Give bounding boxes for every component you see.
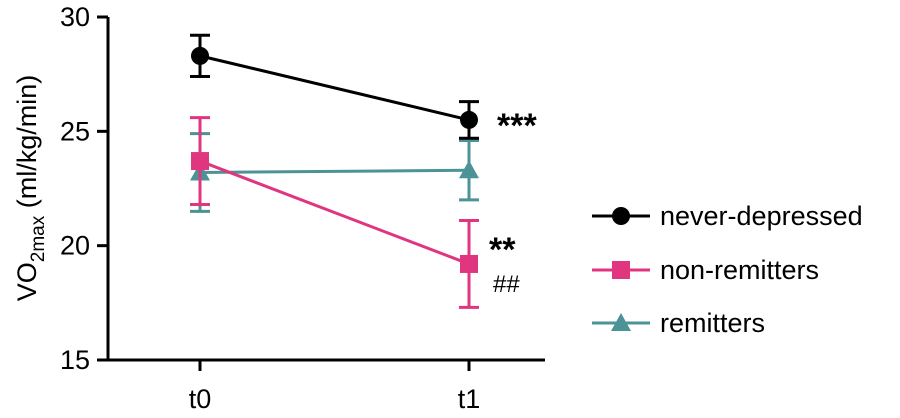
y-axis-label-main: VO [12,262,42,301]
legend-item-never-depressed: never-depressed [592,201,863,231]
legend: never-depressed non-remitters remitters [592,201,863,338]
data-point [191,152,209,171]
axes: 15 20 25 30 t0 t1 [60,2,545,414]
series-layer [190,33,479,309]
significance-annotation: ** [489,231,516,269]
series-remitters [190,132,479,213]
x-tick-label: t0 [189,384,212,414]
data-point [459,160,479,179]
series-non-remitters [190,116,479,309]
y-axis-label: VO2max (ml/kg/min) [12,75,49,301]
y-axis-title: VO2max (ml/kg/min) [12,75,49,301]
series-never-depressed [190,33,479,140]
significance-annotation: *** [497,107,537,145]
legend-label: never-depressed [660,201,863,231]
x-tick-label: t1 [458,384,481,414]
y-tick-label: 25 [60,116,90,146]
series-line [199,54,470,122]
series-line [199,159,470,266]
series-line [199,168,470,174]
annotation-layer: *****## [489,107,537,298]
legend-marker [611,313,631,331]
legend-item-non-remitters: non-remitters [592,255,819,285]
legend-label: non-remitters [660,255,819,285]
y-axis-label-subscript: 2max [28,215,49,262]
y-axis-label-unit: (ml/kg/min) [12,75,42,216]
legend-marker [612,207,630,225]
y-tick-label: 20 [60,231,90,261]
data-point [460,110,478,129]
data-point [191,46,209,65]
data-point [460,254,478,273]
y-tick-label: 15 [60,345,90,375]
y-tick-label: 30 [60,2,90,32]
significance-annotation: ## [493,271,520,298]
legend-marker [612,261,630,279]
legend-item-remitters: remitters [592,308,765,338]
legend-label: remitters [660,308,765,338]
